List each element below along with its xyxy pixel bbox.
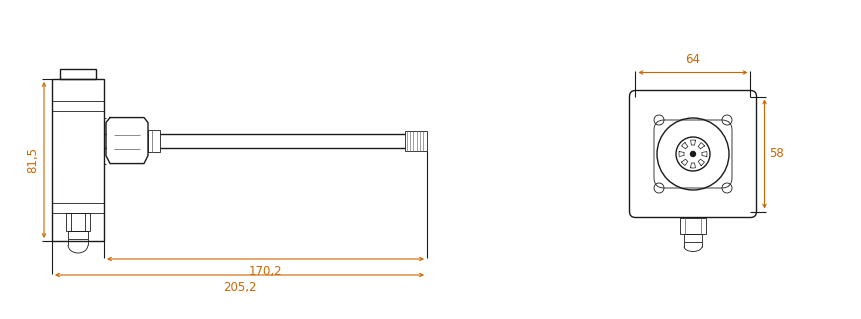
Text: 170,2: 170,2 bbox=[249, 265, 282, 278]
Bar bbox=[148, 130, 160, 152]
Bar bbox=[60, 69, 96, 79]
Bar bbox=[66, 213, 90, 231]
Circle shape bbox=[690, 152, 695, 157]
Bar bbox=[679, 218, 705, 234]
Bar bbox=[684, 234, 701, 241]
Text: 64: 64 bbox=[684, 54, 700, 66]
Text: 205,2: 205,2 bbox=[222, 281, 256, 294]
Bar bbox=[68, 231, 88, 239]
Text: 58: 58 bbox=[769, 147, 784, 160]
Bar bbox=[52, 79, 104, 241]
Bar bbox=[405, 130, 426, 151]
Text: 81,5: 81,5 bbox=[26, 147, 39, 173]
